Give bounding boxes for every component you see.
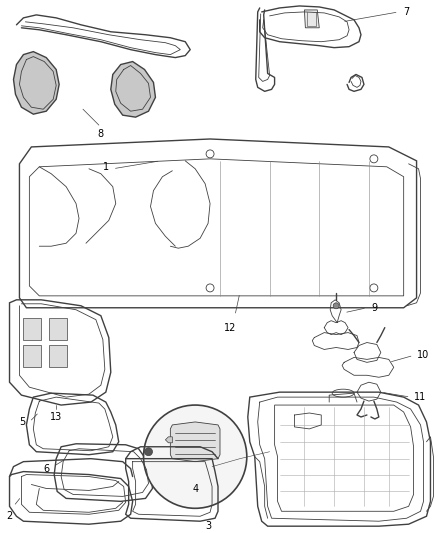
Text: 11: 11 [413,392,426,402]
Text: 7: 7 [404,7,410,17]
Polygon shape [170,422,220,462]
Bar [23,318,41,340]
Polygon shape [14,52,59,114]
Text: 3: 3 [205,521,211,531]
Text: 1: 1 [102,162,109,172]
Polygon shape [304,10,319,28]
Text: 9: 9 [371,303,377,313]
Circle shape [333,303,339,309]
Circle shape [145,448,152,456]
Bar [23,345,41,367]
Bar [49,318,67,340]
Bar [49,345,67,367]
Text: 10: 10 [417,350,429,360]
Polygon shape [166,437,172,443]
Text: 13: 13 [50,412,62,422]
Text: 5: 5 [19,417,25,427]
Text: 12: 12 [224,322,236,333]
Circle shape [144,405,247,508]
Text: 4: 4 [192,484,198,495]
Text: 2: 2 [7,511,13,521]
Text: 6: 6 [43,464,49,474]
Text: 8: 8 [98,129,104,139]
Polygon shape [111,61,155,117]
